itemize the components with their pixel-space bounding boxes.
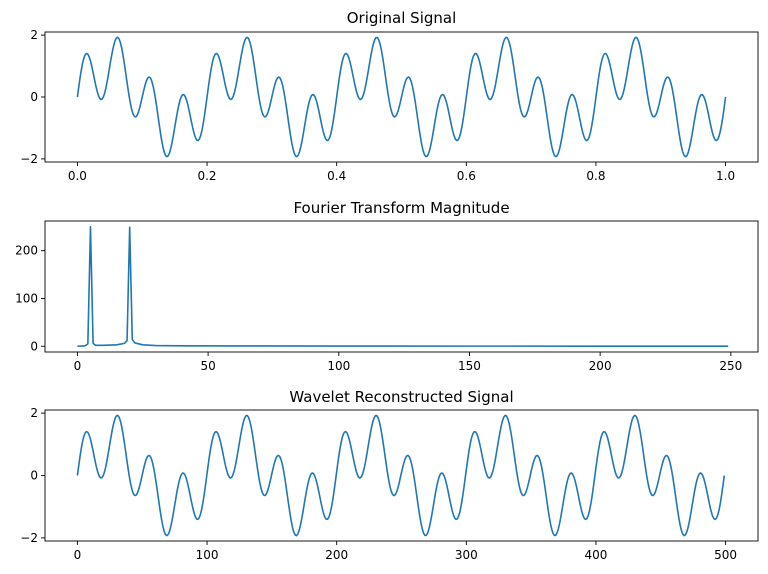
wavelet-reconstructed-x-tick-label: 0 <box>74 548 82 562</box>
original-signal-axes <box>44 31 759 163</box>
original-signal-x-tick-label: 0.6 <box>457 169 476 183</box>
fourier-transform-panel: Fourier Transform Magnitude 0 50 100 150 200… <box>15 199 759 373</box>
original-signal-y-tick-label: 2 <box>30 28 38 42</box>
fourier-transform-marks: 0 50 100 150 200 250 0 100 200 <box>15 225 742 373</box>
original-signal-x-tick-label: 1.0 <box>716 169 735 183</box>
original-signal-marks: 0.0 0.2 0.4 0.6 0.8 1.0 −2 0 2 <box>20 28 735 183</box>
fourier-transform-y-tick-label: 100 <box>15 291 38 305</box>
fourier-transform-y-tick-label: 200 <box>15 244 38 258</box>
original-signal-line <box>76 36 727 158</box>
wavelet-reconstructed-x-tick-label: 500 <box>714 548 737 562</box>
wavelet-reconstructed-y-tick-label: −2 <box>20 531 38 545</box>
fourier-transform-axes <box>44 220 759 353</box>
wavelet-reconstructed-line <box>76 414 726 537</box>
fourier-transform-x-tick-label: 100 <box>327 359 350 373</box>
original-signal-x-tick-label: 0.8 <box>586 169 605 183</box>
wavelet-reconstructed-title: Wavelet Reconstructed Signal <box>289 388 513 406</box>
fourier-transform-x-tick-label: 200 <box>589 359 612 373</box>
original-signal-x-tick-label: 0.4 <box>327 169 346 183</box>
wavelet-reconstructed-marks: 0 100 200 300 400 500 −2 0 2 <box>20 406 737 562</box>
wavelet-reconstructed-x-tick-label: 200 <box>325 548 348 562</box>
fourier-transform-x-tick-label: 0 <box>74 359 82 373</box>
fourier-transform-line <box>77 225 729 348</box>
fourier-transform-title: Fourier Transform Magnitude <box>293 199 509 217</box>
wavelet-reconstructed-x-tick-label: 100 <box>196 548 219 562</box>
original-signal-panel: Original Signal 0.0 0.2 0.4 0.6 0.8 1.0 −2 0 2 <box>20 9 759 183</box>
wavelet-reconstructed-x-tick-label: 300 <box>455 548 478 562</box>
wavelet-reconstructed-panel: Wavelet Reconstructed Signal 0 100 200 300 4… <box>20 388 759 562</box>
fourier-transform-y-tick-label: 0 <box>30 339 38 353</box>
fourier-transform-x-tick-label: 50 <box>200 359 215 373</box>
wavelet-reconstructed-y-tick-label: 0 <box>30 469 38 483</box>
original-signal-title: Original Signal <box>347 9 457 27</box>
original-signal-y-tick-label: −2 <box>20 152 38 166</box>
wavelet-reconstructed-axes <box>44 409 759 542</box>
original-signal-x-tick-label: 0.0 <box>68 169 87 183</box>
original-signal-y-tick-label: 0 <box>30 90 38 104</box>
wavelet-reconstructed-x-tick-label: 400 <box>585 548 608 562</box>
original-signal-x-tick-label: 0.2 <box>197 169 216 183</box>
wavelet-reconstructed-y-tick-label: 2 <box>30 406 38 420</box>
fourier-transform-x-tick-label: 250 <box>719 359 742 373</box>
fourier-transform-x-tick-label: 150 <box>458 359 481 373</box>
